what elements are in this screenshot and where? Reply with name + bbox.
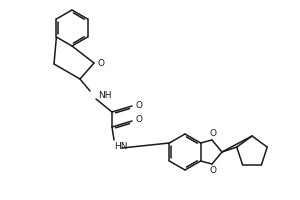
Text: O: O (135, 100, 142, 110)
Text: O: O (209, 166, 217, 175)
Text: NH: NH (98, 92, 112, 100)
Text: O: O (135, 116, 142, 124)
Text: HN: HN (114, 142, 128, 151)
Text: O: O (209, 129, 217, 138)
Text: O: O (97, 58, 104, 68)
